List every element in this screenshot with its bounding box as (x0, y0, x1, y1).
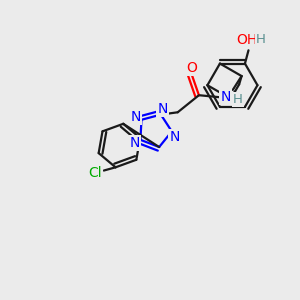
Text: N: N (157, 102, 167, 116)
Text: OH: OH (236, 33, 258, 47)
Text: H: H (233, 93, 243, 106)
Text: N: N (220, 90, 231, 104)
Text: N: N (130, 136, 140, 150)
Text: Cl: Cl (88, 166, 102, 180)
Text: H: H (256, 33, 266, 46)
Text: N: N (131, 110, 141, 124)
Text: O: O (187, 61, 198, 75)
Text: N: N (169, 130, 180, 144)
